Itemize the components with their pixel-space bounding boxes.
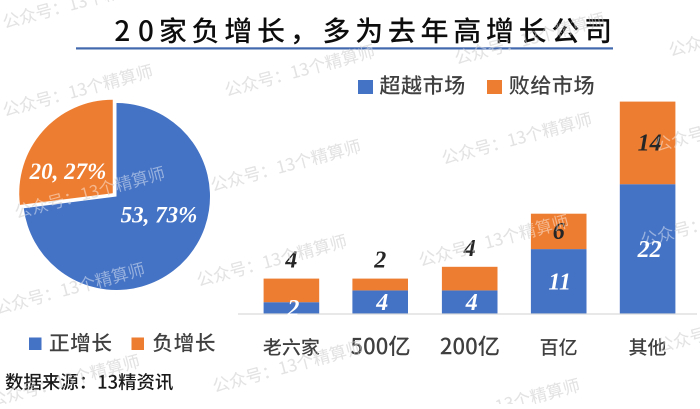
svg-text:2: 2 — [286, 296, 299, 322]
svg-text:22: 22 — [637, 237, 662, 263]
svg-text:4: 4 — [375, 290, 388, 316]
svg-text:14: 14 — [638, 131, 662, 157]
svg-text:4: 4 — [463, 236, 476, 262]
svg-text:53, 73%: 53, 73% — [121, 203, 198, 228]
svg-text:20, 27%: 20, 27% — [29, 159, 107, 184]
svg-text:2: 2 — [373, 248, 386, 274]
svg-text:6: 6 — [553, 219, 565, 245]
svg-text:4: 4 — [465, 290, 478, 316]
svg-text:11: 11 — [548, 269, 571, 295]
